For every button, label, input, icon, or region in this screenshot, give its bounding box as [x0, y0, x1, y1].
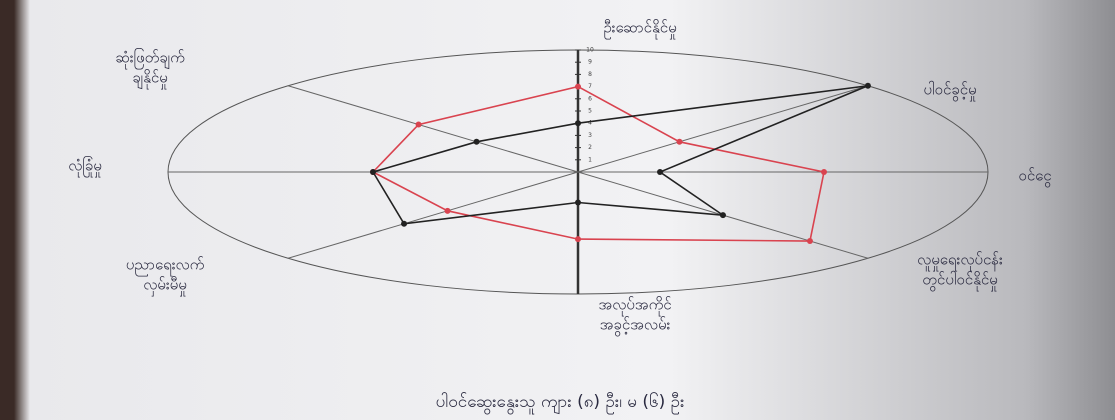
- data-point: [807, 238, 813, 244]
- data-point: [575, 120, 581, 126]
- data-point: [401, 221, 407, 227]
- tick-label: 5: [588, 108, 592, 115]
- data-point: [474, 139, 480, 145]
- axis-label: လုံခြုံမှု: [68, 156, 102, 178]
- data-point: [445, 208, 451, 214]
- data-point: [720, 212, 726, 218]
- data-point: [821, 169, 827, 175]
- tick-label: 1: [588, 156, 592, 163]
- data-point: [657, 169, 663, 175]
- axis-label: အလုပ်အကိုင်: [598, 296, 671, 317]
- tick-label: 2: [588, 144, 592, 151]
- chart: ပါဝင်ဆွေးနွေးသူ ကျား (၈) ဦး၊ မ (၆) ဦး 1 2…: [0, 0, 1115, 420]
- axis-label: ပညာရေးလက်: [126, 256, 205, 277]
- tick-label: 8: [588, 71, 592, 78]
- axis-label: လူမှုရေးလုပ်ငန်း: [917, 251, 1003, 272]
- data-point: [370, 169, 376, 175]
- axis-label: တွင်ပါဝင်နိုင်မှု: [922, 271, 997, 292]
- series-line: [373, 87, 824, 241]
- tick-label: 6: [588, 95, 592, 102]
- data-point: [416, 122, 422, 128]
- footnote: ပါဝင်ဆွေးနွေးသူ ကျား (၈) ဦး၊ မ (၆) ဦး: [436, 391, 685, 415]
- axis-label: ဦးဆောင်နိုင်မှု: [603, 19, 676, 40]
- tick-label: 9: [588, 59, 592, 66]
- tick-label: 3: [588, 132, 592, 139]
- axis-label: ပါဝင်ခွင့်မှု: [923, 81, 976, 102]
- data-point: [676, 139, 682, 145]
- data-point: [575, 200, 581, 206]
- axis-label: လှမ်းမီမှု: [143, 276, 187, 297]
- data-point: [865, 83, 871, 89]
- series-line: [373, 86, 868, 224]
- axis-label: ဆုံးဖြတ်ချက်: [115, 48, 185, 70]
- axis-label: ဝင်ငွေ: [1018, 167, 1051, 188]
- tick-label: 10: [586, 47, 594, 54]
- tick-label: 7: [588, 83, 592, 90]
- axis-label: အခွင့်အလမ်း: [600, 316, 671, 337]
- axis-label: ချနိုင်မှု: [132, 69, 167, 90]
- data-point: [575, 84, 581, 90]
- data-point: [575, 236, 581, 242]
